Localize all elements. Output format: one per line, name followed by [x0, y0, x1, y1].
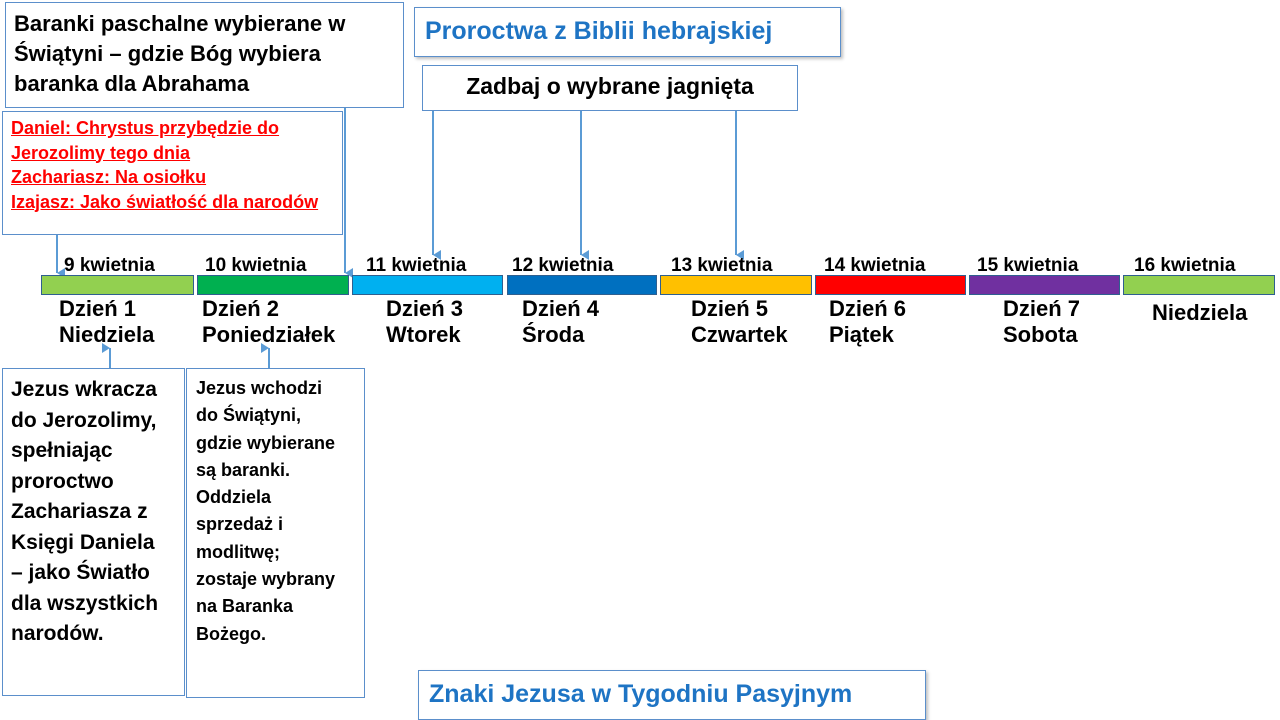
prophecies-box: Daniel: Chrystus przybędzie do Jerozolim… — [2, 111, 343, 235]
timeline-date-3: 11 kwietnia — [366, 255, 467, 276]
timeline-bar-6 — [815, 275, 966, 295]
timeline-date-8: 16 kwietnia — [1134, 255, 1236, 276]
title-hebrew-prophecies: Proroctwa z Biblii hebrajskiej — [414, 7, 841, 57]
day-label-5: Dzień 5 Czwartek — [691, 296, 788, 347]
timeline-bar-7 — [969, 275, 1120, 295]
timeline-bar-8 — [1123, 275, 1275, 295]
day-label-3: Dzień 3 Wtorek — [386, 296, 464, 347]
timeline-date-6: 14 kwietnia — [824, 255, 926, 276]
timeline-bar-2 — [197, 275, 349, 295]
title-passion-week-signs: Znaki Jezusa w Tygodniu Pasyjnym — [418, 670, 926, 720]
day-label-6: Dzień 6 Piątek — [829, 296, 907, 347]
timeline-date-2: 10 kwietnia — [205, 255, 307, 276]
select-lambs-box: Zadbaj o wybrane jagnięta — [422, 65, 798, 111]
timeline-date-4: 12 kwietnia — [512, 255, 614, 276]
day-label-7: Dzień 7 Sobota — [1003, 296, 1081, 347]
prophecy-daniel: Daniel: Chrystus przybędzie do Jerozolim… — [11, 118, 280, 163]
day-label-4: Dzień 4 Środa — [522, 296, 600, 347]
day-label-8: Niedziela — [1152, 300, 1248, 325]
temple-lambs-note: Baranki paschalne wybierane w Świątyni –… — [5, 2, 404, 108]
timeline-date-1: 9 kwietnia — [64, 255, 155, 276]
day1-jesus-note: Jezus wkracza do Jerozolimy, spełniając … — [2, 368, 185, 696]
day-label-1: Dzień 1 Niedziela — [59, 296, 155, 347]
temple-lambs-text: Baranki paschalne wybierane w Świątyni –… — [14, 11, 346, 96]
timeline-bar-5 — [660, 275, 812, 295]
timeline-bar-1 — [41, 275, 194, 295]
timeline-date-5: 13 kwietnia — [671, 255, 773, 276]
timeline-bar-4 — [507, 275, 657, 295]
day-label-2: Dzień 2 Poniedziałek — [202, 296, 336, 347]
prophecy-zechariah: Zachariasz: Na osiołku — [11, 167, 207, 187]
day2-jesus-note: Jezus wchodzi do Świątyni, gdzie wybiera… — [186, 368, 365, 698]
timeline-date-7: 15 kwietnia — [977, 255, 1079, 276]
timeline-bar-3 — [352, 275, 503, 295]
prophecy-isaiah: Izajasz: Jako światłość dla narodów — [11, 191, 319, 212]
